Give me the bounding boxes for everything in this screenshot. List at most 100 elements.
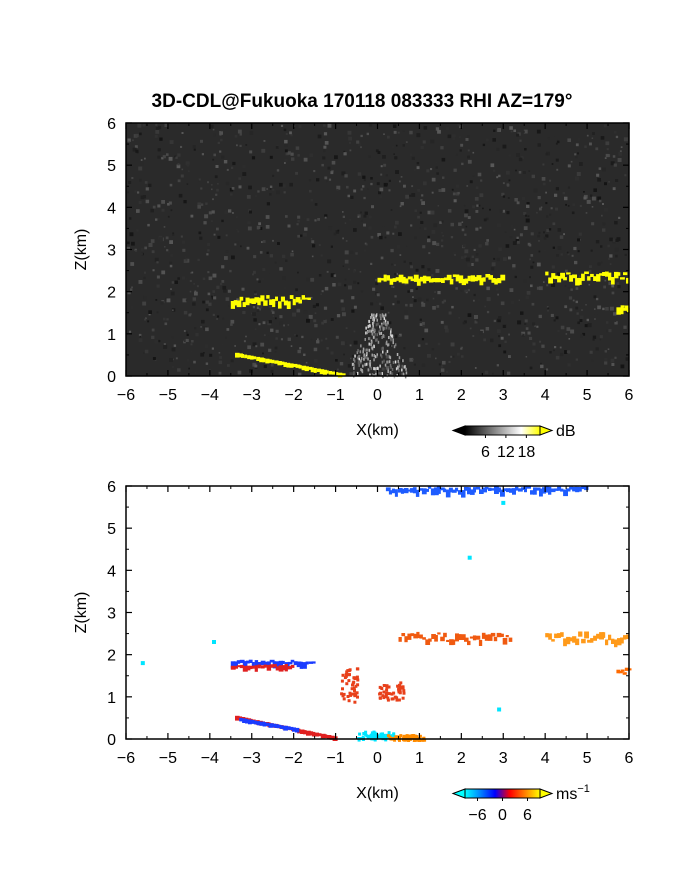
noise-speckle (188, 313, 192, 317)
noise-speckle (404, 315, 409, 320)
noise-speckle (554, 136, 558, 140)
noise-speckle (419, 318, 422, 321)
noise-speckle (156, 284, 160, 288)
clutter-cell (372, 321, 374, 325)
noise-speckle (440, 146, 444, 150)
noise-speckle (407, 290, 410, 293)
noise-speckle (167, 203, 170, 206)
noise-speckle (604, 361, 608, 365)
clutter-cell (365, 331, 367, 335)
echo-cell (398, 738, 401, 742)
noise-speckle (295, 288, 298, 292)
noise-speckle (177, 179, 181, 183)
echo-cell (397, 687, 401, 691)
echo-cell (347, 679, 351, 683)
noise-speckle (327, 123, 332, 128)
noise-speckle (197, 258, 200, 262)
noise-speckle (310, 363, 313, 367)
noise-speckle (614, 320, 617, 322)
echo-cell (590, 273, 594, 277)
noise-speckle (220, 128, 224, 132)
noise-speckle (611, 291, 615, 295)
noise-speckle (269, 193, 272, 196)
echo-cell (407, 633, 412, 640)
echo-cell (464, 637, 469, 642)
noise-speckle (194, 291, 198, 296)
noise-speckle (422, 181, 427, 186)
noise-speckle (357, 142, 362, 147)
noise-speckle (506, 211, 510, 215)
echo-cell (560, 272, 565, 279)
noise-speckle (490, 163, 495, 168)
echo-cell (405, 735, 409, 739)
noise-speckle (465, 138, 469, 141)
noise-speckle (516, 240, 520, 244)
noise-speckle (229, 269, 232, 273)
noise-speckle (228, 305, 230, 307)
noise-speckle (514, 198, 518, 202)
echo-cell (416, 631, 420, 638)
noise-speckle (521, 331, 526, 336)
noise-speckle (269, 254, 273, 258)
noise-speckle (310, 296, 313, 299)
noise-speckle (189, 290, 192, 293)
echo-cell (254, 297, 260, 303)
noise-speckle (518, 171, 522, 174)
echo-cell (578, 487, 582, 492)
echo-cell (242, 665, 248, 672)
echo-cell (283, 362, 287, 367)
noise-speckle (289, 131, 292, 135)
echo-cell (355, 691, 359, 695)
noise-speckle (218, 352, 221, 354)
noise-speckle (591, 206, 594, 208)
noise-speckle (284, 162, 286, 164)
clutter-cell (367, 357, 369, 361)
noise-speckle (204, 344, 209, 349)
echo-cell (512, 488, 516, 495)
noise-speckle (597, 177, 602, 182)
clutter-cell (357, 356, 359, 360)
noise-speckle (180, 174, 184, 178)
noise-speckle (538, 314, 542, 319)
noise-speckle (367, 188, 369, 190)
noise-speckle (411, 156, 415, 160)
noise-speckle (190, 343, 193, 346)
noise-speckle (284, 139, 288, 144)
noise-speckle (507, 371, 511, 375)
noise-speckle (513, 228, 516, 231)
noise-speckle (209, 353, 213, 357)
echo-cell (422, 637, 426, 640)
noise-speckle (231, 187, 235, 190)
noise-speckle (473, 293, 476, 297)
noise-speckle (521, 333, 525, 337)
noise-speckle (574, 153, 577, 156)
noise-speckle (599, 335, 603, 339)
noise-speckle (376, 293, 380, 297)
noise-speckle (575, 300, 578, 304)
noise-speckle (519, 139, 522, 142)
noise-speckle (461, 221, 464, 223)
echo-cell (380, 735, 384, 739)
echo-cell (295, 364, 301, 368)
noise-speckle (321, 290, 324, 293)
noise-speckle (364, 211, 368, 215)
noise-speckle (290, 345, 293, 347)
noise-speckle (234, 134, 238, 138)
echo-cell (254, 660, 259, 667)
reflectivity-noise-texture (126, 123, 630, 377)
noise-speckle (171, 281, 175, 284)
echo-cell (320, 733, 326, 739)
echo-cell (251, 665, 255, 669)
echo-cell (235, 352, 240, 358)
clutter-cell (358, 363, 360, 367)
echo-cell (301, 295, 305, 300)
x-tick-label: −1 (326, 750, 344, 767)
x-tick-label: 4 (541, 750, 550, 767)
noise-speckle (605, 307, 609, 311)
noise-speckle (290, 133, 293, 137)
noise-speckle (247, 226, 252, 231)
echo-cell (608, 634, 612, 641)
echo-cell (616, 669, 620, 674)
noise-speckle (230, 319, 235, 324)
echo-cell (328, 371, 332, 375)
